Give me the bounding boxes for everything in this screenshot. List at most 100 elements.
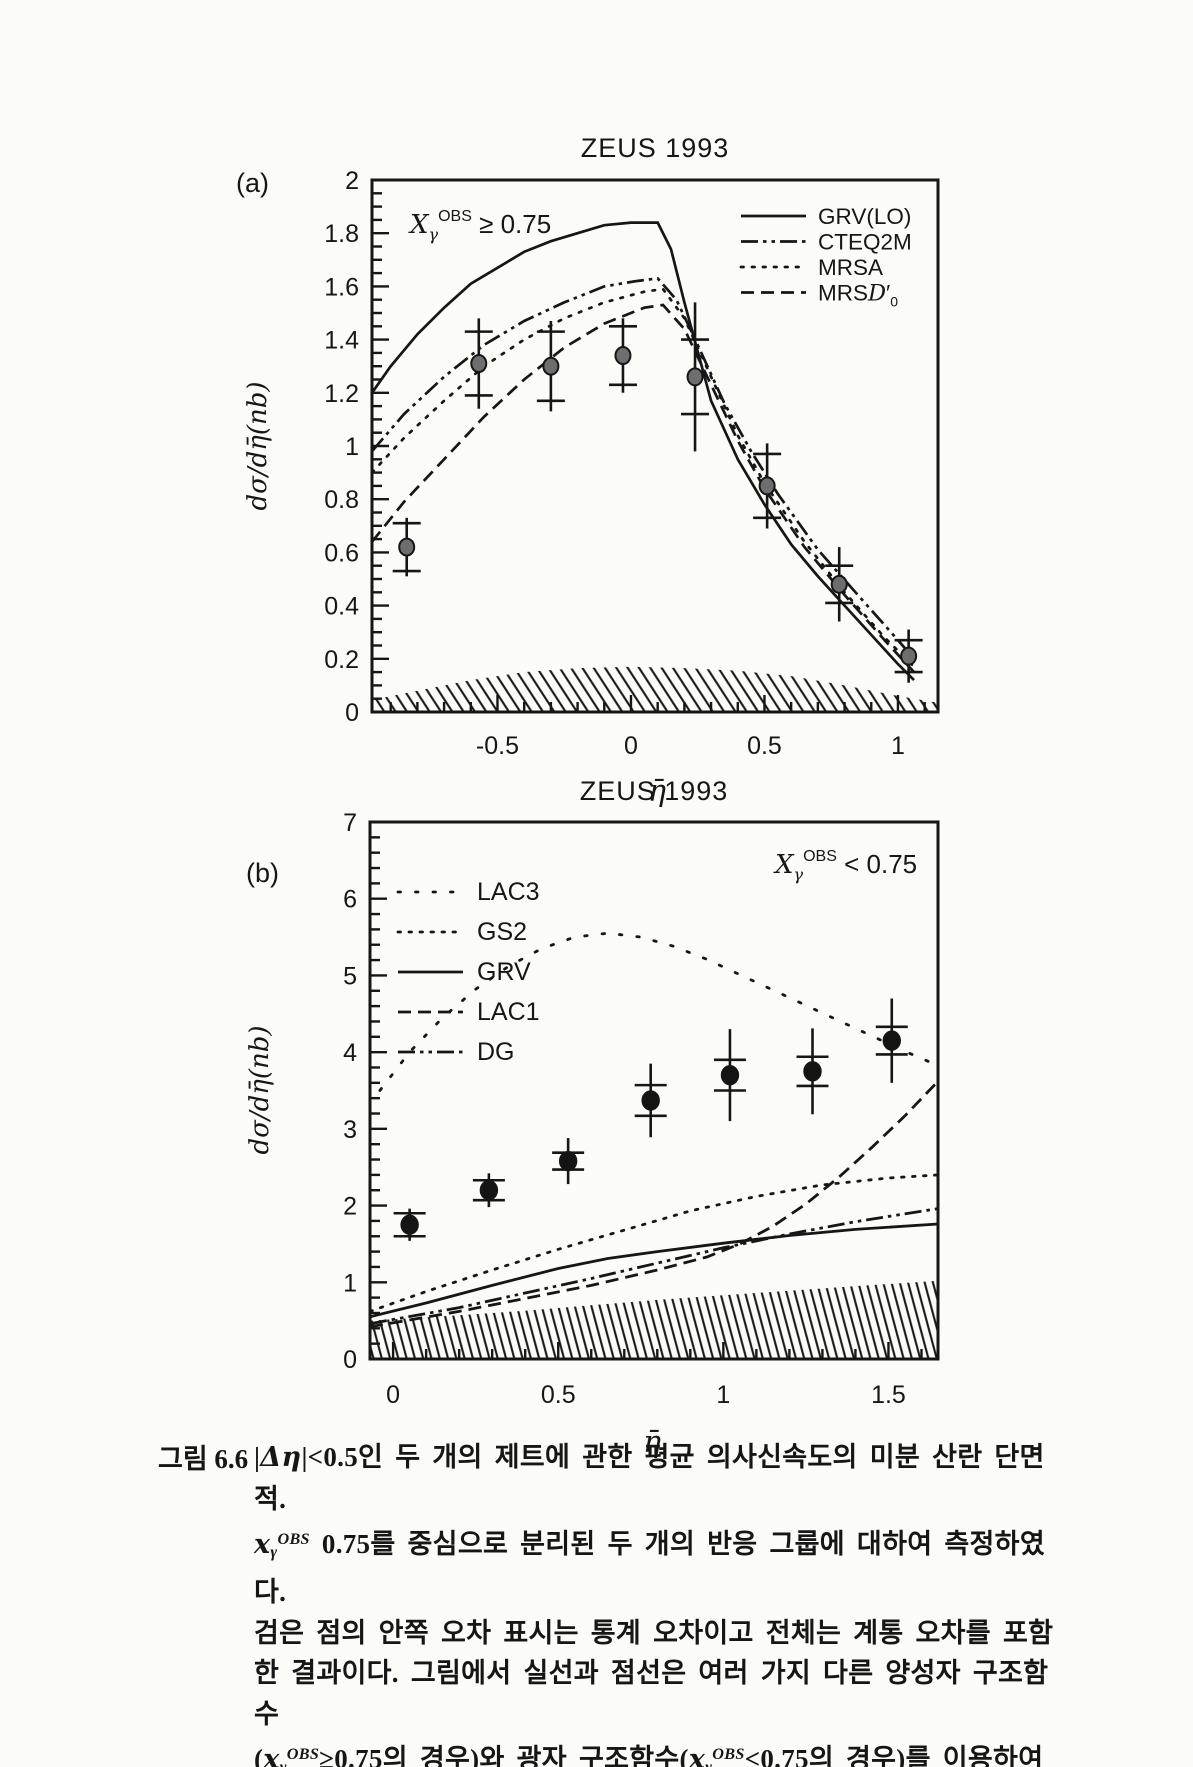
y-tick-label: 0.4 [324,593,359,621]
caption-segment: x [254,1528,271,1560]
grv-curve [369,1222,939,1319]
data-point-marker [558,1150,578,1172]
systematic-uncertainty-band-b [370,1280,938,1359]
chart-title: ZEUS 1993 [581,133,730,163]
y-tick-label: 0.2 [324,646,359,674]
y-axis-label: dσ/dη̄(nb) [243,381,273,510]
data-point-marker [398,537,416,557]
y-tick-label: 1 [345,433,359,461]
data-point-marker [614,346,632,366]
gs2-legend-label: GS2 [477,918,527,946]
data-point-marker [470,354,488,374]
y-tick-label: 4 [343,1039,357,1067]
theory-curves [370,221,916,682]
plot-frame [368,820,940,1361]
caption-segment: OBS [712,1745,745,1764]
y-tick-label: 0 [343,1346,357,1374]
y-tick-label: 1.6 [324,273,359,301]
data-point-marker [830,574,848,594]
caption-segment: <0.75의 경우)를 이용하여 [744,1744,1044,1767]
tick-labels: 0 0.2 0.4 0.6 0.8 1 1.2 1.4 1.6 1.8 2 -0.5 0 0.5 1 [324,167,905,760]
caption-line-1: |Δη|<0.5인 두 개의 제트에 관한 평균 의사신속도의 미분 산란 단면… [254,1437,1068,1519]
caption-segment: ≥0.75의 경우)와 광자 구조함수( [319,1744,689,1767]
lac1-curve [369,1080,940,1329]
caption-line-4: 한 결과이다. 그림에서 실선과 점선은 여러 가지 다른 양성자 구조함수 [254,1653,1068,1734]
x-tick-label: 0 [386,1381,400,1409]
xgamma-cut-annotation: XγOBS ≥ 0.75 [408,208,551,244]
mrsd0-legend-label: MRSD′0 [818,281,898,310]
theory-curves [368,931,940,1329]
y-tick-label: 2 [345,167,359,195]
data-point-marker [542,356,560,376]
caption-label: 그림 6.6 [158,1444,249,1474]
caption-segment: γ [270,1542,278,1561]
y-tick-label: 0.8 [324,486,359,514]
x-axis-label: η̄ [643,1425,661,1460]
x-tick-label: 1 [716,1381,730,1409]
dg-curve [369,1207,939,1326]
caption-segment: OBS [286,1745,320,1764]
x-tick-label: 1 [891,732,905,760]
measured-data-points [393,998,908,1241]
caption-segment: |<0.5인 두 개의 제트에 관한 평균 의사신속도의 미분 산란 단면적. [254,1442,1045,1514]
legend: LAC3 GS2 GRV LAC1 DG [396,878,540,1066]
cteq2m-legend-label: CTEQ2M [818,230,912,255]
x-tick-label: 0.5 [541,1381,576,1409]
data-point-marker [758,476,776,496]
dg-legend-label: DG [477,1038,515,1066]
caption-segment: γ [280,1758,287,1767]
y-tick-label: 6 [343,886,357,914]
y-tick-label: 3 [343,1116,357,1144]
y-tick-label: 0.6 [324,539,359,567]
figure-caption: 그림 6.6 |Δη|<0.5인 두 개의 제트에 관한 평균 의사신속도의 미… [158,1437,1068,1767]
y-tick-label: 7 [343,809,357,837]
panel-label-b: (b) [246,858,279,888]
chart-title: ZEUS 1993 [580,776,729,806]
mrsd0-curve [370,303,915,674]
lac3-curve [378,931,930,1092]
caption-segment: Δη [260,1442,302,1473]
data-point-marker [400,1214,419,1235]
grv-legend-label: GRV [477,958,531,986]
systematic-uncertainty-band-a [372,666,938,712]
caption-segment: γ [705,1758,712,1767]
y-tick-label: 2 [343,1193,357,1221]
caption-line-3: 검은 점의 안쪽 오차 표시는 통계 오차이고 전체는 계통 오차를 포함 [254,1613,1068,1654]
measured-data-points [392,302,923,683]
caption-line-5: (xγOBS≥0.75의 경우)와 광자 구조함수(xγOBS<0.75의 경우… [254,1734,1068,1767]
y-tick-label: 1.2 [324,380,359,408]
caption-body: |Δη|<0.5인 두 개의 제트에 관한 평균 의사신속도의 미분 산란 단면… [254,1437,1068,1767]
lac1-legend-label: LAC1 [477,998,540,1026]
caption-segment: x [263,1744,280,1767]
x-tick-label: 0 [624,732,638,760]
cteq2m-curve [370,276,916,660]
grv-lo-curve [370,221,915,682]
y-tick-label: 1 [343,1269,357,1297]
caption-segment: 0.75를 중심으로 분리된 두 개의 반응 그룹에 대하여 측정하였다. [254,1528,1045,1608]
mrsa-curve [370,287,916,669]
y-tick-label: 5 [343,962,357,990]
data-point-marker [720,1064,740,1086]
x-tick-label: 0.5 [747,732,782,760]
data-point-marker [900,646,918,666]
data-point-marker [882,1030,901,1051]
caption-segment: x [688,1744,706,1767]
axis-ticks [372,178,926,714]
panel-label-a: (a) [236,168,269,198]
data-point-marker [641,1090,660,1111]
x-axis-label: η̄ [648,774,666,809]
mrsa-legend-label: MRSA [818,255,883,280]
grv-lo-legend-label: GRV(LO) [818,204,911,229]
y-tick-label: 0 [345,699,359,727]
caption-line-2: xγOBS 0.75를 중심으로 분리된 두 개의 반응 그룹에 대하여 측정하… [254,1519,1068,1613]
caption-segment: | [254,1442,261,1472]
y-tick-label: 1.8 [324,220,359,248]
data-point-marker [803,1061,822,1082]
x-tick-label: 1.5 [871,1381,906,1409]
xgamma-cut-annotation: XγOBS < 0.75 [773,848,917,884]
axis-ticks [370,820,923,1361]
